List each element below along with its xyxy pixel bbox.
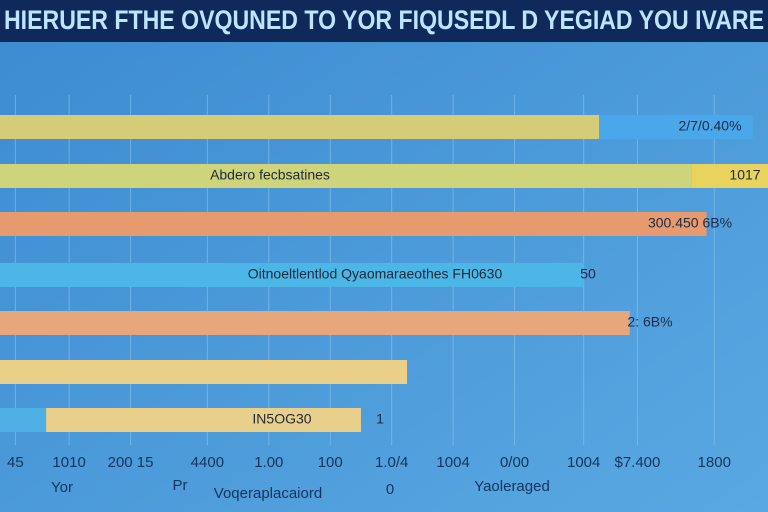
x-tick-label: $7.400 (614, 454, 660, 471)
footer-text: Yaoleraged (474, 478, 550, 495)
bar (0, 408, 47, 432)
x-tick-label: 1.0/4 (375, 454, 408, 471)
x-tick-label: 1010 (52, 454, 85, 471)
x-axis-label: Voqeraplacaiord (214, 485, 322, 502)
end-label: 2/7/0.40% (678, 118, 741, 134)
bar (0, 115, 600, 139)
title-bar (0, 0, 768, 42)
bar (0, 164, 692, 188)
end-label: 300.450 6B% (648, 215, 732, 231)
bar (0, 311, 630, 335)
bar (0, 360, 408, 384)
x-tick-label: 4400 (191, 454, 224, 471)
footer-text: Yor (51, 479, 73, 496)
end-label: 1017 (729, 167, 760, 183)
bar (599, 115, 753, 139)
end-label: 1 (376, 411, 384, 427)
x-tick-label: 100 (318, 454, 343, 471)
chart-title: HIERUER FTHE OVQUNED TO YOR FIQUSEDL D Y… (4, 5, 764, 35)
x-tick-label: 1800 (698, 454, 731, 471)
footer-text: 0 (386, 481, 394, 498)
x-tick-label: 45 (7, 454, 24, 471)
x-tick-label: 0/00 (500, 454, 529, 471)
bar-label: IN5OG30 (252, 411, 311, 427)
x-tick-label: 1004 (436, 454, 469, 471)
bar (0, 212, 707, 236)
bar (0, 263, 584, 287)
x-tick-label: 1004 (567, 454, 600, 471)
bar-label: Oitnoeltlentlod Qyaomaraeothes FH0630 (248, 266, 503, 282)
bar-label: Abdero fecbsatines (210, 167, 330, 183)
end-label: 2: 6B% (627, 314, 672, 330)
bar (46, 408, 361, 432)
plot-area: 45 1010 200 15 4400 1.00 100 1.0/4 1004 0/00 1004… (0, 95, 768, 502)
x-tick-label: 200 15 (108, 454, 154, 471)
end-label: 50 (580, 266, 596, 282)
bar (691, 164, 768, 188)
footer-text: Pr (173, 477, 188, 494)
x-tick-label: 1.00 (254, 454, 283, 471)
